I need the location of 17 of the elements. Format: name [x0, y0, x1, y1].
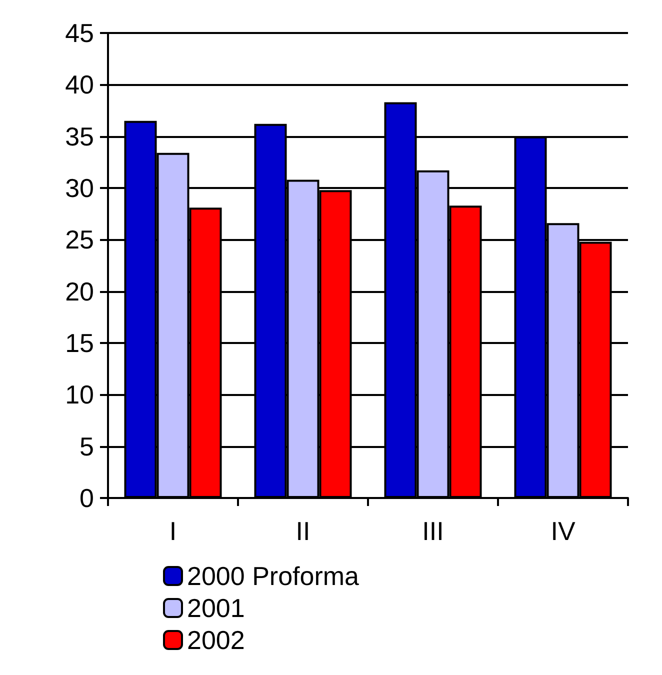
x-tick-label: IV [550, 516, 576, 546]
y-tick-label: 15 [65, 328, 94, 358]
y-tick-label: 25 [65, 224, 94, 255]
y-tick-label: 30 [65, 173, 94, 203]
y-tick-label: 10 [65, 380, 94, 410]
y-tick-label: 45 [65, 18, 94, 48]
x-tick-label: III [422, 516, 444, 546]
y-tick-label: 5 [80, 431, 94, 462]
y-tick-label: 20 [65, 276, 94, 306]
y-tick-label: 0 [80, 483, 94, 513]
x-tick-label: I [169, 516, 177, 546]
legend-label: 2001 [187, 593, 245, 623]
y-tick-label: 40 [65, 70, 94, 100]
x-tick-label: II [296, 516, 310, 546]
legend-label: 2000 Proforma [187, 561, 360, 591]
legend-label: 2002 [187, 625, 245, 655]
y-tick-label: 35 [65, 121, 94, 152]
